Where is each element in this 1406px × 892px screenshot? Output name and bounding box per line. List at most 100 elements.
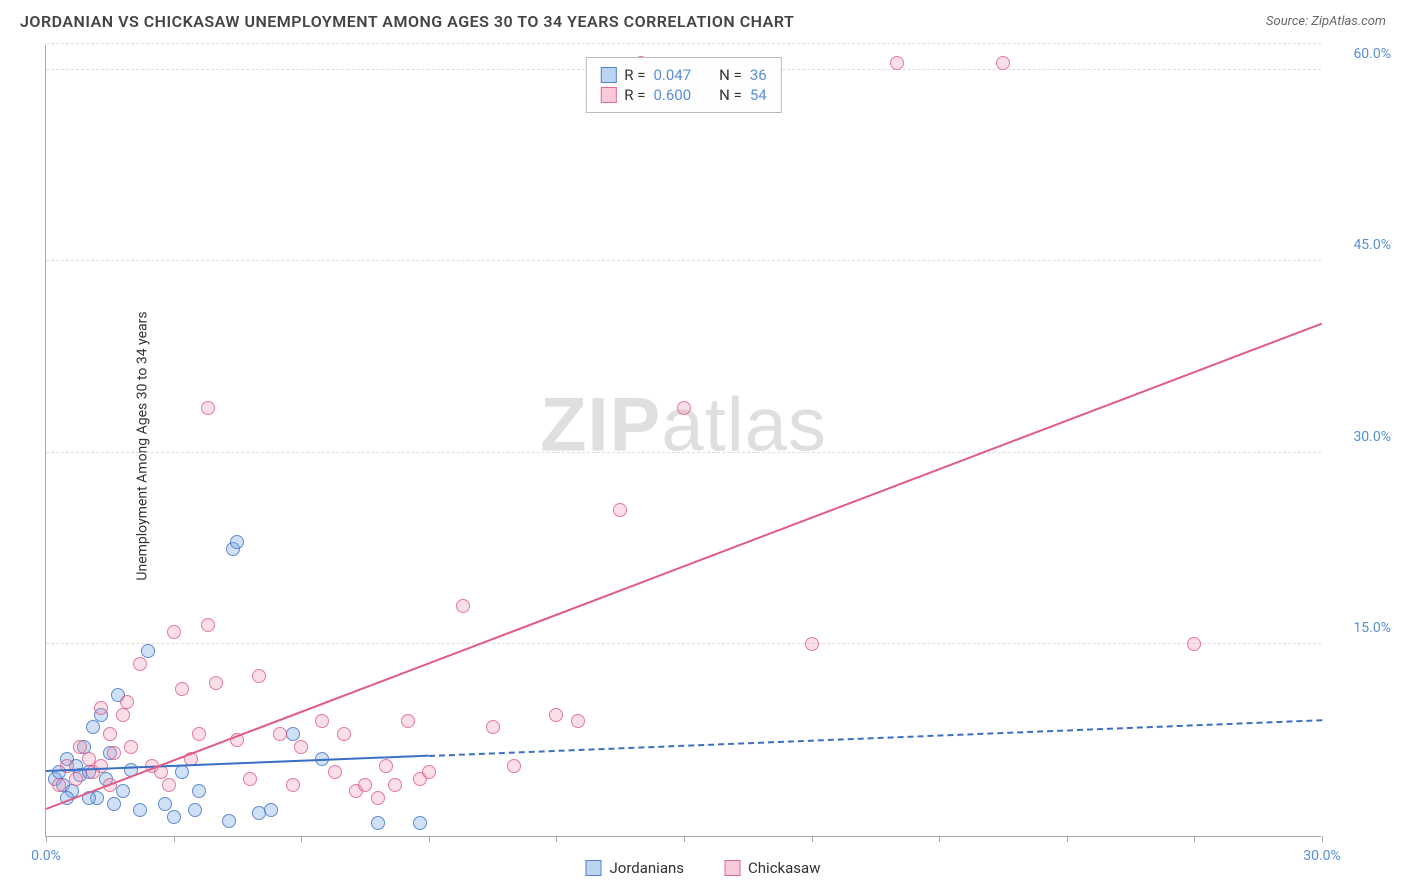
x-tick	[46, 836, 47, 842]
data-point	[230, 535, 244, 549]
stats-r-value: 0.047	[653, 66, 691, 84]
watermark-bold: ZIP	[540, 382, 661, 467]
data-point	[613, 503, 627, 517]
watermark: ZIPatlas	[540, 381, 827, 468]
legend-swatch	[586, 860, 602, 876]
stats-n-label: N =	[719, 86, 742, 104]
data-point	[252, 669, 266, 683]
data-point	[805, 637, 819, 651]
trend-line	[46, 323, 1323, 810]
grid-line	[46, 452, 1321, 453]
data-point	[358, 778, 372, 792]
data-point	[890, 56, 904, 70]
data-point	[116, 708, 130, 722]
data-point	[116, 784, 130, 798]
data-point	[167, 625, 181, 639]
x-tick	[1322, 836, 1323, 842]
x-tick	[301, 836, 302, 842]
legend-item: Chickasaw	[724, 859, 820, 877]
x-tick	[174, 836, 175, 842]
grid-line	[46, 43, 1321, 44]
stats-n-value: 54	[750, 86, 767, 104]
x-tick	[939, 836, 940, 842]
x-tick	[1067, 836, 1068, 842]
legend-swatch	[600, 67, 616, 83]
stats-row: R =0.600N =54	[600, 86, 766, 104]
data-point	[192, 727, 206, 741]
data-point	[401, 714, 415, 728]
data-point	[158, 797, 172, 811]
data-point	[371, 791, 385, 805]
data-point	[175, 765, 189, 779]
grid-line	[46, 260, 1321, 261]
data-point	[286, 727, 300, 741]
chart-title: JORDANIAN VS CHICKASAW UNEMPLOYMENT AMON…	[20, 12, 794, 31]
data-point	[201, 401, 215, 415]
x-tick	[556, 836, 557, 842]
x-tick-label: 30.0%	[1303, 848, 1341, 864]
data-point	[243, 772, 257, 786]
legend-label: Jordanians	[610, 859, 685, 877]
y-tick-label: 15.0%	[1331, 620, 1391, 636]
data-point	[141, 644, 155, 658]
data-point	[549, 708, 563, 722]
data-point	[264, 803, 278, 817]
y-tick-label: 60.0%	[1331, 46, 1391, 62]
data-point	[422, 765, 436, 779]
data-point	[328, 765, 342, 779]
data-point	[73, 740, 87, 754]
data-point	[273, 727, 287, 741]
chart-header: JORDANIAN VS CHICKASAW UNEMPLOYMENT AMON…	[0, 0, 1406, 39]
bottom-legend: Jordanians Chickasaw	[586, 859, 821, 877]
legend-label: Chickasaw	[748, 859, 820, 877]
data-point	[571, 714, 585, 728]
data-point	[175, 682, 189, 696]
data-point	[379, 759, 393, 773]
grid-line	[46, 643, 1321, 644]
data-point	[371, 816, 385, 830]
data-point	[94, 701, 108, 715]
data-point	[388, 778, 402, 792]
data-point	[294, 740, 308, 754]
x-tick	[1194, 836, 1195, 842]
data-point	[167, 810, 181, 824]
chart-plot-area: ZIPatlas 15.0%30.0%45.0%60.0%0.0%30.0%R …	[45, 45, 1321, 837]
data-point	[286, 778, 300, 792]
source-attribution: Source: ZipAtlas.com	[1266, 14, 1386, 29]
stats-box: R =0.047N =36R =0.600N =54	[585, 57, 781, 113]
data-point	[107, 797, 121, 811]
plot-surface: ZIPatlas 15.0%30.0%45.0%60.0%0.0%30.0%R …	[45, 45, 1321, 837]
data-point	[120, 695, 134, 709]
x-tick	[429, 836, 430, 842]
data-point	[456, 599, 470, 613]
stats-r-value: 0.600	[653, 86, 691, 104]
stats-r-label: R =	[624, 66, 645, 84]
data-point	[413, 816, 427, 830]
data-point	[86, 720, 100, 734]
data-point	[133, 657, 147, 671]
data-point	[315, 714, 329, 728]
x-tick-label: 0.0%	[31, 848, 61, 864]
stats-row: R =0.047N =36	[600, 66, 766, 84]
data-point	[1187, 637, 1201, 651]
x-tick	[684, 836, 685, 842]
data-point	[252, 806, 266, 820]
data-point	[94, 759, 108, 773]
data-point	[996, 56, 1010, 70]
legend-swatch	[600, 87, 616, 103]
y-tick-label: 30.0%	[1331, 429, 1391, 445]
data-point	[507, 759, 521, 773]
data-point	[201, 618, 215, 632]
data-point	[52, 778, 66, 792]
stats-n-value: 36	[750, 66, 767, 84]
data-point	[677, 401, 691, 415]
data-point	[124, 740, 138, 754]
x-tick	[812, 836, 813, 842]
data-point	[192, 784, 206, 798]
data-point	[188, 803, 202, 817]
trend-line	[429, 719, 1322, 757]
data-point	[486, 720, 500, 734]
data-point	[222, 814, 236, 828]
y-tick-label: 45.0%	[1331, 237, 1391, 253]
legend-swatch	[724, 860, 740, 876]
